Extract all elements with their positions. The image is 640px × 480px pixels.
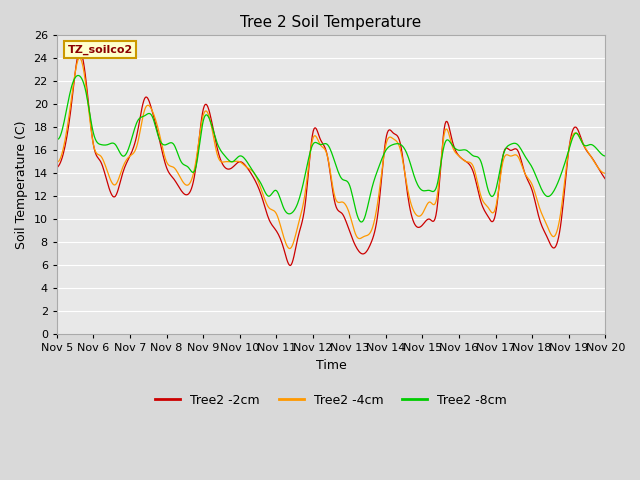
- Tree2 -8cm: [74, 72, 82, 78]
- Tree2 -4cm: [468, 161, 476, 167]
- Tree2 -8cm: [602, 153, 609, 159]
- Tree2 -2cm: [151, 118, 159, 124]
- Tree2 -2cm: [303, 187, 310, 192]
- Tree2 -4cm: [53, 159, 61, 165]
- Tree2 -8cm: [421, 188, 429, 193]
- Y-axis label: Soil Temperature (C): Soil Temperature (C): [15, 120, 28, 249]
- Tree2 -8cm: [195, 147, 203, 153]
- Tree2 -8cm: [468, 152, 476, 157]
- Tree2 -2cm: [378, 172, 386, 178]
- Tree2 -2cm: [421, 219, 429, 225]
- Text: TZ_soilco2: TZ_soilco2: [68, 44, 133, 55]
- X-axis label: Time: Time: [316, 359, 346, 372]
- Tree2 -8cm: [302, 168, 310, 174]
- Tree2 -4cm: [378, 168, 386, 173]
- Tree2 -2cm: [195, 140, 203, 145]
- Tree2 -4cm: [151, 114, 159, 120]
- Line: Tree2 -8cm: Tree2 -8cm: [57, 75, 605, 222]
- Tree2 -8cm: [378, 156, 386, 162]
- Title: Tree 2 Soil Temperature: Tree 2 Soil Temperature: [241, 15, 422, 30]
- Tree2 -8cm: [151, 121, 159, 127]
- Tree2 -4cm: [285, 246, 293, 252]
- Tree2 -2cm: [76, 48, 84, 54]
- Legend: Tree2 -2cm, Tree2 -4cm, Tree2 -8cm: Tree2 -2cm, Tree2 -4cm, Tree2 -8cm: [150, 389, 512, 411]
- Line: Tree2 -4cm: Tree2 -4cm: [57, 58, 605, 249]
- Tree2 -4cm: [602, 170, 609, 176]
- Tree2 -8cm: [358, 219, 365, 225]
- Tree2 -4cm: [303, 178, 310, 183]
- Tree2 -2cm: [602, 176, 609, 182]
- Tree2 -2cm: [287, 263, 294, 268]
- Tree2 -2cm: [468, 165, 476, 171]
- Tree2 -8cm: [53, 136, 61, 142]
- Tree2 -4cm: [421, 206, 429, 212]
- Tree2 -2cm: [53, 165, 61, 170]
- Line: Tree2 -2cm: Tree2 -2cm: [57, 51, 605, 265]
- Tree2 -4cm: [195, 139, 203, 144]
- Tree2 -4cm: [76, 55, 84, 60]
